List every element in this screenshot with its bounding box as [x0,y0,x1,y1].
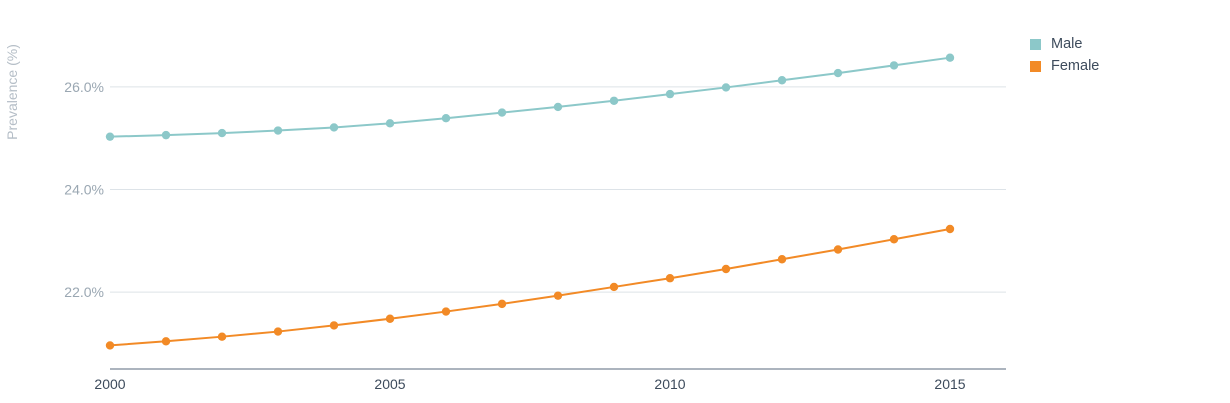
y-tick-label: 26.0% [64,79,104,95]
series [105,53,955,350]
x-tick-label: 2010 [654,376,685,392]
data-point-female[interactable] [833,245,843,254]
data-point-male[interactable] [777,76,787,85]
data-point-female[interactable] [441,307,451,316]
series-line-male [109,56,951,138]
data-point-female[interactable] [329,321,339,330]
data-point-male[interactable] [721,83,731,92]
data-point-male[interactable] [945,53,955,62]
legend-item-male[interactable]: Male [1030,33,1099,55]
data-point-male[interactable] [273,126,283,135]
legend-label-male: Male [1051,36,1083,52]
y-tick-label: 22.0% [64,284,104,300]
data-point-female[interactable] [161,337,171,346]
legend-swatch-female [1030,60,1041,72]
data-point-female[interactable] [609,282,619,292]
data-point-male[interactable] [385,119,395,128]
legend-item-female[interactable]: Female [1030,55,1099,77]
data-point-male[interactable] [329,123,339,132]
data-point-female[interactable] [721,264,731,274]
data-point-male[interactable] [441,114,451,123]
data-point-female[interactable] [497,299,507,309]
data-point-male[interactable] [889,61,899,70]
data-point-female[interactable] [273,327,283,336]
data-point-female[interactable] [665,274,675,283]
legend-label-female: Female [1051,58,1100,74]
x-tick-label: 2015 [934,376,965,392]
data-point-male[interactable] [105,132,115,141]
tick-labels: 22.0% 24.0% 26.0% 2000 2005 2010 2015 [64,79,965,392]
data-point-male[interactable] [217,128,227,138]
series-line-female [109,228,951,347]
data-point-female[interactable] [553,291,563,300]
y-axis-title: Prevalence (%) [4,44,20,140]
data-point-male[interactable] [553,102,563,112]
data-point-male[interactable] [161,130,171,140]
x-tick-label: 2005 [374,376,405,392]
data-point-female[interactable] [777,255,787,264]
data-point-female[interactable] [105,341,115,350]
legend: Male Female [1030,33,1099,77]
data-point-male[interactable] [609,96,619,105]
legend-swatch-male [1030,38,1041,50]
data-point-female[interactable] [945,224,955,234]
data-point-female[interactable] [217,332,227,341]
y-tick-label: 24.0% [64,182,104,198]
data-point-male[interactable] [665,89,675,99]
data-point-female[interactable] [385,314,395,323]
data-point-male[interactable] [497,108,507,117]
gridlines [110,86,1006,293]
x-tick-label: 2000 [94,376,125,392]
data-point-female[interactable] [889,235,899,244]
data-point-male[interactable] [833,68,843,78]
